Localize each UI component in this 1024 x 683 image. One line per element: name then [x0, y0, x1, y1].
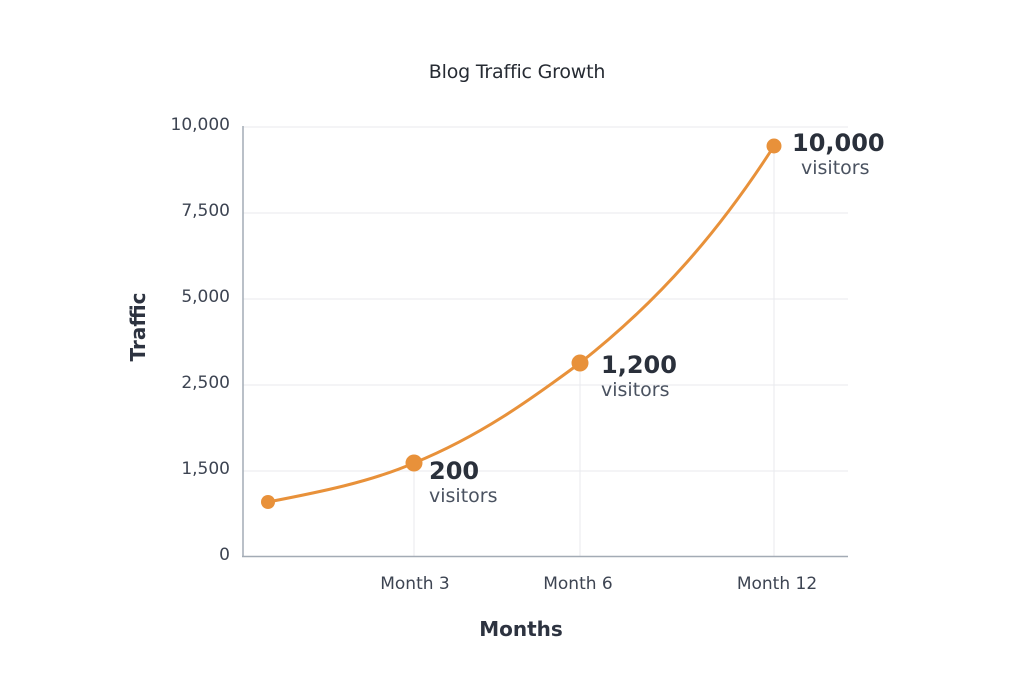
- y-tick-label: 1,500: [181, 459, 230, 479]
- data-point-month-6: [571, 354, 589, 372]
- annotation-value: 10,000: [792, 129, 885, 157]
- annotation-value: 1,200: [601, 351, 677, 379]
- annotation-unit: visitors: [601, 378, 670, 401]
- data-point-month-12: [766, 138, 782, 154]
- annotation-unit: visitors: [429, 484, 498, 507]
- annotation-month-12: 10,000 visitors: [792, 129, 885, 179]
- x-axis-label: Months: [479, 617, 563, 641]
- annotation-month-3: 200 visitors: [429, 457, 498, 507]
- horizontal-gridlines: [243, 126, 848, 472]
- annotation-value: 200: [429, 457, 480, 485]
- annotation-month-6: 1,200 visitors: [601, 351, 677, 401]
- y-tick-label: 0: [219, 545, 230, 565]
- data-point-month-3: [405, 454, 423, 472]
- data-point-start: [261, 495, 275, 509]
- y-tick-label: 10,000: [170, 115, 230, 135]
- x-tick-label: Month 6: [543, 574, 613, 594]
- y-tick-label: 7,500: [181, 201, 230, 221]
- x-tick-label: Month 12: [736, 574, 818, 594]
- traffic-line: [266, 144, 776, 504]
- chart-title: Blog Traffic Growth: [428, 61, 606, 83]
- annotation-unit: visitors: [801, 156, 870, 179]
- y-tick-label: 2,500: [181, 373, 230, 393]
- x-tick-label: Month 3: [380, 574, 450, 594]
- vertical-gridlines: [413, 146, 775, 556]
- y-tick-label: 5,000: [181, 287, 230, 307]
- y-axis-label: Traffic: [126, 292, 150, 362]
